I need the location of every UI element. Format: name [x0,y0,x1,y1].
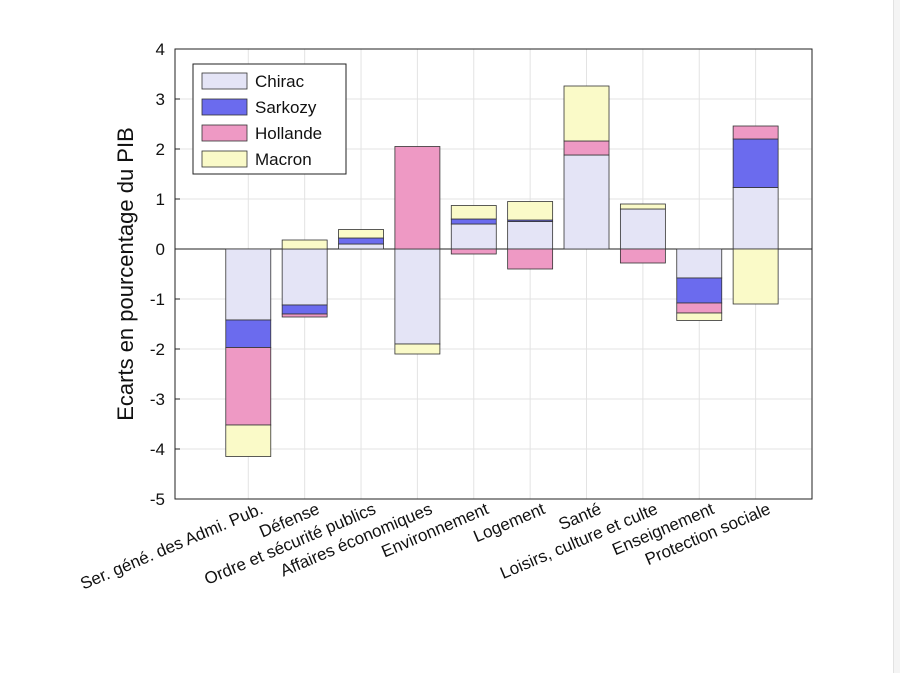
bar-macron [563,85,610,142]
bar-chirac [563,154,610,250]
legend-swatch-hollande [201,124,248,142]
bar-hollande [225,347,272,426]
bar-chirac [619,208,666,250]
bar-chirac [338,243,384,250]
bar-hollande [732,125,779,140]
bar-hollande [563,140,610,156]
legend: Chirac Sarkozy Hollande Macron [192,63,347,175]
bar-sarkozy [450,218,497,225]
bar-macron [225,424,272,457]
bar-hollande [281,313,328,318]
bar-chirac [225,248,272,321]
bar-macron [619,203,666,210]
bar-hollande [394,146,441,250]
bar-hollande [676,302,723,314]
y-tick-label: 4 [156,40,165,59]
y-tick-label: 3 [156,90,165,109]
bar-chirac [281,248,328,306]
bar-chirac [732,187,779,250]
plot-frame [174,48,813,500]
bar-macron [732,248,779,305]
window-edge [893,0,900,673]
y-tick-label: -5 [150,490,165,509]
bar-chirac [394,248,441,345]
legend-swatch-sarkozy [201,98,248,116]
y-tick-label: -1 [150,290,165,309]
legend-label-macron: Macron [255,150,312,169]
legend-label-chirac: Chirac [255,72,305,91]
y-tick-label: 1 [156,190,165,209]
bar-chirac [676,248,723,279]
bar-sarkozy [225,319,272,348]
y-tick-label: -2 [150,340,165,359]
bar-macron [338,229,384,239]
legend-label-sarkozy: Sarkozy [255,98,317,117]
y-tick-label: -3 [150,390,165,409]
bar-macron [676,312,723,321]
bar-sarkozy [732,138,779,188]
y-tick-labels: -5 -4 -3 -2 -1 0 1 2 3 4 [150,40,180,509]
y-tick-label: 2 [156,140,165,159]
y-axis-label: Ecarts en pourcentage du PIB [113,127,138,421]
bar-chirac [507,221,554,250]
bar-hollande [507,248,554,270]
bars [225,85,779,457]
bar-macron [507,201,554,221]
bar-sarkozy [281,304,328,315]
bar-sarkozy [338,237,384,245]
legend-swatch-chirac [201,72,248,90]
bar-hollande [619,248,666,264]
bar-macron [394,343,441,355]
legend-swatch-macron [201,150,248,168]
bar-macron [281,239,328,250]
bar-chirac [450,223,497,250]
bar-hollande [450,248,497,255]
legend-label-hollande: Hollande [255,124,322,143]
y-tick-label: -4 [150,440,165,459]
x-tick-label: Ser. géné. des Admi. Pub. [77,499,265,593]
bar-sarkozy [676,277,723,304]
y-tick-label: 0 [156,240,165,259]
bar-macron [450,205,497,220]
